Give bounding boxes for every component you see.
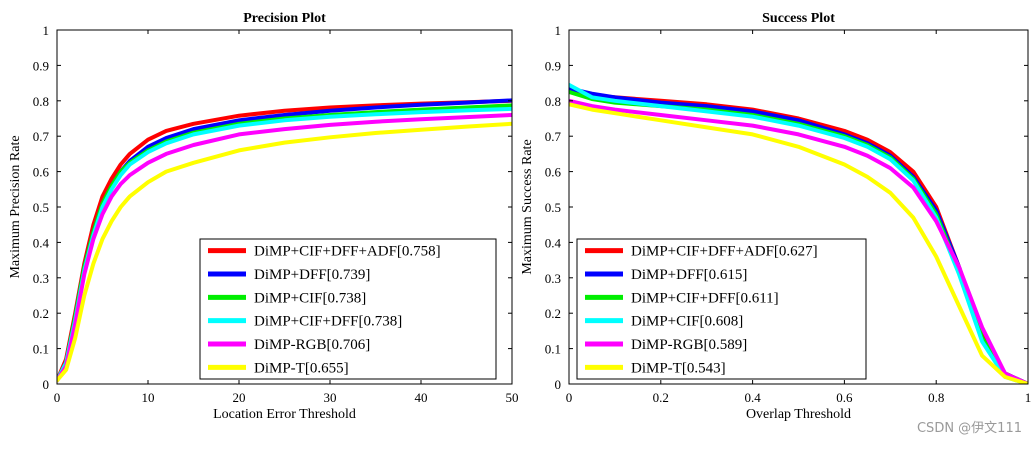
legend-label-1: DiMP+CIF+DFF+ADF[0.627] (631, 244, 818, 260)
y-tick-label: 0.3 (33, 271, 49, 286)
legend-label-1: DiMP+CIF+DFF+ADF[0.758] (254, 244, 441, 260)
chart-panel-1: 0 10 20 30 40 50 0 0.1 0.2 0.3 0.4 0.5 0.6 0.7 0.8 0.9 1… (8, 11, 519, 422)
y-tick-label: 0.3 (545, 271, 561, 286)
legend-label-4: DiMP+CIF+DFF[0.738] (254, 314, 402, 330)
legend-label-2: DiMP+DFF[0.615] (631, 267, 747, 283)
y-tick-label: 0.7 (33, 129, 50, 144)
watermark: CSDN @伊文111 (916, 421, 1022, 436)
x-tick-label: 0.2 (653, 390, 669, 405)
x-tick-label: 0.6 (836, 390, 853, 405)
y-tick-label: 0 (555, 377, 562, 392)
x-tick-label: 0.4 (744, 390, 761, 405)
legend: DiMP+CIF+DFF+ADF[0.758] DiMP+DFF[0.739] Di… (199, 238, 497, 380)
chart-title: Precision Plot (243, 11, 326, 26)
y-axis-label: Maximum Success Rate (520, 139, 535, 274)
legend: DiMP+CIF+DFF+ADF[0.627] DiMP+DFF[0.615] Di… (576, 238, 867, 380)
x-tick-label: 10 (142, 390, 155, 405)
y-tick-label: 1 (555, 23, 562, 38)
legend-label-5: DiMP-RGB[0.706] (254, 337, 370, 353)
legend-label-3: DiMP+CIF+DFF[0.611] (631, 290, 779, 306)
x-tick-label: 0 (54, 390, 61, 405)
series-group (57, 98, 512, 383)
x-tick-label: 1 (1025, 390, 1032, 405)
y-tick-label: 0.8 (33, 94, 49, 109)
legend-label-6: DiMP-T[0.543] (631, 360, 726, 376)
y-tick-label: 0.2 (33, 306, 49, 321)
x-tick-label: 30 (324, 390, 337, 405)
x-tick-label: 0.8 (928, 390, 944, 405)
series-line-4 (569, 82, 1028, 384)
legend-box (576, 238, 867, 380)
y-tick-label: 0.9 (545, 58, 561, 73)
y-tick-label: 0.4 (545, 235, 562, 250)
x-axis-label: Location Error Threshold (213, 407, 356, 422)
y-tick-label: 1 (43, 23, 50, 38)
legend-label-2: DiMP+DFF[0.739] (254, 267, 370, 283)
series-line-5 (57, 113, 512, 383)
y-tick-label: 0.6 (545, 165, 562, 180)
y-axis-label: Maximum Precision Rate (8, 135, 23, 278)
x-tick-label: 20 (233, 390, 246, 405)
legend-label-3: DiMP+CIF[0.738] (254, 290, 366, 306)
series-line-5 (569, 98, 1028, 384)
chart-panel-2: 0 0.2 0.4 0.6 0.8 1 0 0.1 0.2 0.3 0.4 0.5 0.6 0.7 0.8 0… (520, 11, 1031, 422)
legend-label-5: DiMP-RGB[0.589] (631, 337, 747, 353)
y-tick-label: 0.2 (545, 306, 561, 321)
y-tick-label: 0.9 (33, 58, 49, 73)
x-tick-label: 50 (506, 390, 519, 405)
y-tick-label: 0.5 (33, 200, 49, 215)
chart-title: Success Plot (762, 11, 835, 26)
legend-label-6: DiMP-T[0.655] (254, 360, 349, 376)
series-line-6 (569, 102, 1028, 384)
y-tick-label: 0.1 (33, 342, 49, 357)
x-tick-label: 40 (415, 390, 428, 405)
y-tick-label: 0.5 (545, 200, 561, 215)
series-line-6 (57, 121, 512, 383)
legend-box (199, 238, 497, 380)
legend-label-4: DiMP+CIF[0.608] (631, 314, 743, 330)
y-tick-label: 0.1 (545, 342, 561, 357)
y-tick-label: 0.7 (545, 129, 562, 144)
x-axis-label: Overlap Threshold (746, 407, 851, 422)
y-tick-label: 0 (43, 377, 50, 392)
x-tick-label: 0 (566, 390, 573, 405)
y-tick-label: 0.4 (33, 235, 50, 250)
y-tick-label: 0.8 (545, 94, 561, 109)
y-tick-label: 0.6 (33, 165, 50, 180)
series-group (569, 82, 1028, 384)
